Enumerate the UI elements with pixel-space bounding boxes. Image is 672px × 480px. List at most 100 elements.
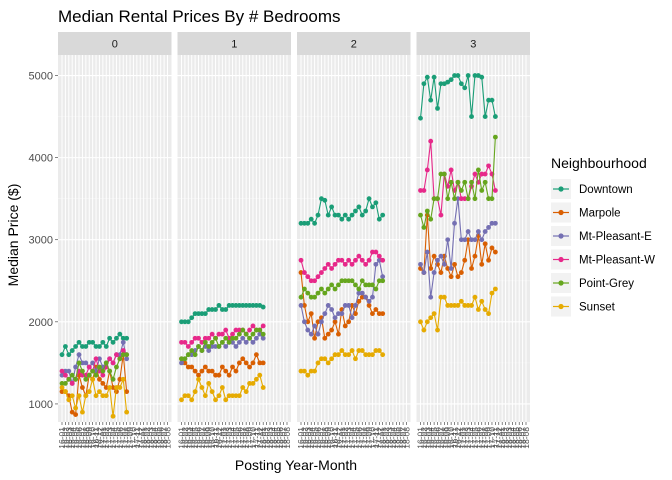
data-point [492,286,498,292]
data-point [319,270,324,275]
x-tick-label: 16-12 [214,427,224,449]
data-point [59,372,65,378]
data-point [339,348,345,353]
data-point [253,335,259,341]
data-point [226,303,232,308]
data-point [240,303,246,308]
data-point [492,134,498,140]
x-tick-label: 17-06 [473,427,483,449]
data-point [223,307,229,312]
x-tick-label: 18-08 [282,427,292,449]
data-point [213,344,218,349]
x-tick-label: 17-08 [480,427,490,449]
data-point [76,393,82,399]
data-point [353,303,358,308]
x-tick-label: 16-04 [306,427,316,449]
data-point [302,368,307,374]
data-point [339,311,345,317]
x-tick-label: 17-10 [367,427,377,449]
data-point [298,270,304,275]
data-point [100,393,106,399]
data-point [192,335,198,341]
data-point [336,212,341,218]
data-point [370,282,375,288]
data-point [438,270,444,275]
x-tick-label: 16-10 [88,427,98,449]
data-point [462,179,468,185]
data-point [342,323,348,329]
data-point [458,298,464,304]
x-tick-label: 17-03 [463,427,473,449]
data-point [202,335,208,341]
chart-title: Median Rental Prices By # Bedrooms [58,7,341,26]
facet-panel-0: 0 16-0116-0216-0316-0416-0516-0616-0716-0… [57,32,173,449]
data-point [376,311,382,317]
data-point [431,74,437,80]
data-point [233,393,239,399]
legend-label: Mt-Pleasant-W [579,255,655,267]
data-point [329,307,335,312]
data-point [479,171,485,177]
data-point [356,204,362,210]
x-tick-label: 17-04 [347,427,357,449]
data-point [90,339,96,345]
data-point [110,413,116,419]
data-point [230,303,235,308]
data-point [189,348,195,353]
data-point [329,327,335,333]
data-point [366,303,372,308]
data-point [107,368,113,374]
series-downtown [418,73,498,121]
legend-title: Neighbourhood [551,155,647,171]
x-tick-label: 18-06 [275,427,285,449]
data-point [431,196,437,202]
data-point [359,278,365,284]
data-point [189,339,195,345]
data-point [192,368,198,374]
x-tick-label: 16-01 [177,427,187,449]
series-mt-pleasant-e [418,196,498,300]
data-point [486,311,491,317]
data-point [315,212,321,218]
facet-strip [177,32,291,55]
x-tick-label: 18-03 [265,427,275,449]
data-point [339,278,345,284]
data-point [196,344,201,349]
data-point [475,229,481,234]
data-point [230,335,235,341]
legend-key-point [558,209,564,216]
data-point [380,352,386,358]
data-point [373,286,379,292]
data-point [353,282,358,288]
data-point [223,344,229,349]
data-point [366,352,372,358]
data-point [298,294,304,300]
data-point [117,376,123,382]
data-point [441,261,447,267]
data-point [219,364,225,370]
data-point [179,356,184,362]
data-point [107,356,113,362]
x-tick-label: 16-05 [190,427,200,449]
legend-key-point [558,303,564,310]
series-point-grey [298,278,386,300]
data-point [114,335,119,341]
x-tick-label: 16-04 [187,427,197,449]
data-point [298,368,304,374]
data-point [260,360,266,366]
panel-background [297,55,411,422]
data-point [458,237,464,243]
data-point [202,339,208,345]
x-tick-label: 18-07 [159,427,169,449]
data-point [329,282,335,288]
data-point [489,196,495,202]
x-tick-label: 17-12 [255,427,265,449]
data-point [76,339,82,345]
x-tick-label: 17-10 [487,427,497,449]
x-tick-label: 16-09 [323,427,333,449]
data-point [359,212,365,218]
data-point [441,294,447,300]
data-point [308,278,314,284]
data-point [86,372,92,378]
data-point [63,372,68,378]
